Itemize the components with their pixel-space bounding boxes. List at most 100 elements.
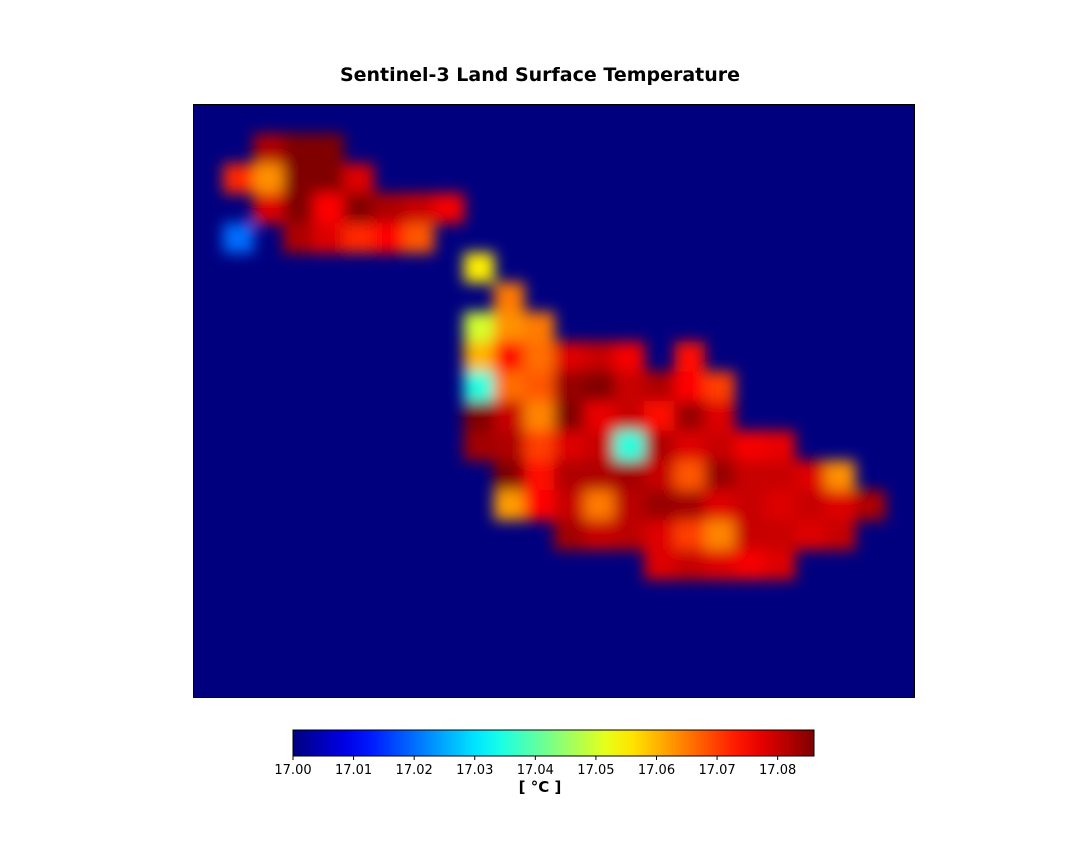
heatmap-cell bbox=[463, 341, 495, 372]
heatmap-cell bbox=[614, 519, 645, 551]
heatmap-cell bbox=[493, 460, 525, 491]
colorbar-tick-label: 17.05 bbox=[577, 763, 614, 778]
colorbar-label: [ °C ] bbox=[518, 778, 562, 796]
heatmap-cell bbox=[554, 401, 585, 432]
heatmap-cell bbox=[824, 519, 856, 551]
heatmap-cell bbox=[614, 490, 645, 521]
heatmap-cell bbox=[223, 222, 254, 254]
heatmap-cell bbox=[674, 341, 706, 372]
heatmap-cell bbox=[493, 430, 525, 461]
heatmap-cell bbox=[523, 371, 555, 402]
heatmap-cell bbox=[343, 193, 375, 224]
heatmap-cell bbox=[493, 401, 525, 432]
heatmap-cell bbox=[523, 430, 555, 461]
heatmap-cell bbox=[704, 490, 736, 521]
heatmap-cell bbox=[554, 430, 585, 461]
heatmap-cell bbox=[433, 193, 465, 224]
heatmap-cell bbox=[644, 371, 675, 402]
heatmap-cell bbox=[764, 549, 796, 580]
heatmap-cell bbox=[584, 341, 615, 372]
heatmap-cell bbox=[764, 490, 796, 521]
heatmap-cell bbox=[734, 549, 766, 580]
heatmap-cell bbox=[253, 193, 284, 224]
heatmap-cell bbox=[644, 490, 675, 521]
heatmap-cell bbox=[253, 163, 284, 194]
colorbar-tick-label: 17.04 bbox=[517, 763, 554, 778]
heatmap-cell bbox=[704, 430, 736, 461]
heatmap-cell bbox=[283, 133, 314, 164]
heatmap-cell bbox=[614, 371, 645, 402]
heatmap-cell bbox=[614, 401, 645, 432]
heatmap-cell bbox=[343, 222, 375, 254]
heatmap-cell bbox=[463, 371, 495, 402]
heatmap-cell bbox=[313, 133, 345, 164]
colorbar-tick-label: 17.06 bbox=[638, 763, 675, 778]
heatmap-cell bbox=[734, 460, 766, 491]
heatmap-cell bbox=[313, 193, 345, 224]
heatmap-cell bbox=[313, 222, 345, 254]
heatmap-cell bbox=[764, 519, 796, 551]
heatmap-cell bbox=[463, 311, 495, 343]
heatmap-cell bbox=[584, 401, 615, 432]
heatmap-cell bbox=[523, 341, 555, 372]
heatmap-cell bbox=[554, 371, 585, 402]
colorbar-ticks: 17.00 17.01 17.02 17.03 17.04 17.05 17.06 17.07… bbox=[274, 756, 796, 778]
colorbar-gradient bbox=[292, 729, 815, 757]
heatmap-cell bbox=[493, 490, 525, 521]
heatmap-cell bbox=[463, 401, 495, 432]
heatmap-cell bbox=[554, 460, 585, 491]
heatmap-cell bbox=[523, 401, 555, 432]
colorbar-tick-label: 17.07 bbox=[698, 763, 735, 778]
heatmap-cell bbox=[734, 490, 766, 521]
heatmap-cell bbox=[403, 222, 435, 254]
heatmap-cell bbox=[253, 133, 284, 164]
heatmap-cell bbox=[463, 252, 495, 283]
heatmap-cell bbox=[794, 490, 826, 521]
heatmap-cell bbox=[614, 430, 645, 461]
heatmap-plot bbox=[193, 104, 915, 698]
heatmap-cell bbox=[523, 490, 555, 521]
heatmap-cell bbox=[584, 371, 615, 402]
heatmap-cell bbox=[493, 341, 525, 372]
heatmap-cell bbox=[223, 163, 254, 194]
heatmap-cells bbox=[223, 133, 886, 580]
heatmap-cell bbox=[313, 163, 345, 194]
heatmap-cell bbox=[463, 430, 495, 461]
heatmap-cell bbox=[704, 549, 736, 580]
heatmap-cell bbox=[584, 460, 615, 491]
heatmap-cell bbox=[824, 460, 856, 491]
heatmap-cell bbox=[283, 193, 314, 224]
heatmap-cell bbox=[764, 460, 796, 491]
colorbar-tick-label: 17.08 bbox=[759, 763, 796, 778]
heatmap-cell bbox=[764, 430, 796, 461]
heatmap-cell bbox=[734, 430, 766, 461]
heatmap-cell bbox=[854, 490, 886, 521]
heatmap-cell bbox=[493, 282, 525, 313]
heatmap-cell bbox=[584, 519, 615, 551]
heatmap-cell bbox=[674, 549, 706, 580]
heatmap-cell bbox=[554, 490, 585, 521]
heatmap-cell bbox=[794, 460, 826, 491]
heatmap-cell bbox=[373, 222, 405, 254]
heatmap-cell bbox=[674, 519, 706, 551]
heatmap-cell bbox=[704, 460, 736, 491]
colorbar-tick-label: 17.01 bbox=[335, 763, 372, 778]
heatmap-cell bbox=[704, 401, 736, 432]
heatmap-cell bbox=[493, 371, 525, 402]
plot-frame bbox=[193, 104, 915, 698]
heatmap-cell bbox=[704, 371, 736, 402]
heatmap-cell bbox=[674, 430, 706, 461]
heatmap-cell bbox=[644, 430, 675, 461]
colorbar-tick-label: 17.00 bbox=[274, 763, 311, 778]
heatmap-cell bbox=[824, 490, 856, 521]
colorbar-tick-label: 17.02 bbox=[396, 763, 433, 778]
heatmap-cell bbox=[644, 401, 675, 432]
heatmap-cell bbox=[523, 460, 555, 491]
heatmap-cell bbox=[674, 460, 706, 491]
heatmap-cell bbox=[674, 371, 706, 402]
heatmap-cell bbox=[704, 519, 736, 551]
heatmap-cell bbox=[283, 222, 314, 254]
heatmap-cell bbox=[343, 163, 375, 194]
colorbar: 17.00 17.01 17.02 17.03 17.04 17.05 17.06 17.07… bbox=[274, 729, 815, 778]
chart-title: Sentinel-3 Land Surface Temperature bbox=[339, 64, 741, 86]
